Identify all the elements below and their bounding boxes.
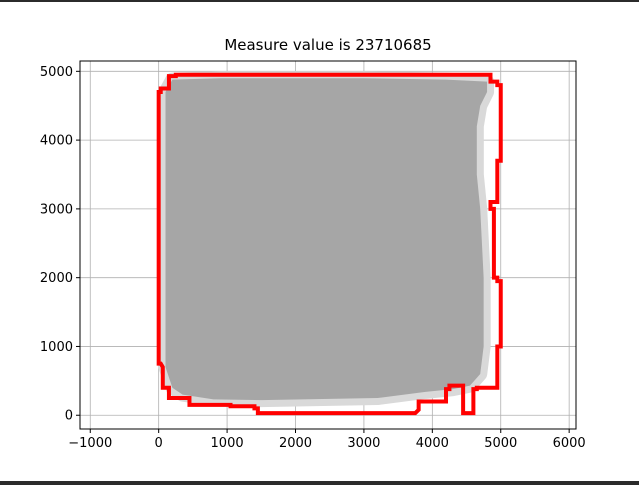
x-tick-label-0: −1000 [68, 436, 112, 451]
region-fill [165, 78, 488, 401]
x-tick-label-3: 2000 [279, 436, 312, 451]
y-tick-label-4: 4000 [40, 134, 73, 149]
x-tick-label-7: 6000 [553, 436, 586, 451]
x-tick-label-2: 1000 [211, 436, 244, 451]
x-tick-label-6: 5000 [484, 436, 517, 451]
y-tick-label-3: 3000 [40, 202, 73, 217]
x-tick-label-5: 4000 [416, 436, 449, 451]
y-tick-label-2: 2000 [40, 271, 73, 286]
boundary-outline [156, 72, 503, 416]
boundary-line [156, 72, 503, 416]
chart-title: Measure value is 23710685 [224, 36, 431, 54]
window-bottom-border [0, 481, 639, 485]
axes: −1000 0 1000 2000 3000 4000 5000 6000 0 1000 2000 3… [40, 60, 586, 451]
x-tick-label-1: 0 [155, 436, 163, 451]
axes-frame [79, 60, 577, 430]
y-tick-label-1: 1000 [40, 340, 73, 355]
y-tick-label-5: 5000 [40, 65, 73, 80]
window-top-border [0, 0, 639, 2]
y-tick-label-0: 0 [65, 409, 73, 424]
x-tick-label-4: 3000 [347, 436, 380, 451]
measured-region [158, 71, 495, 408]
